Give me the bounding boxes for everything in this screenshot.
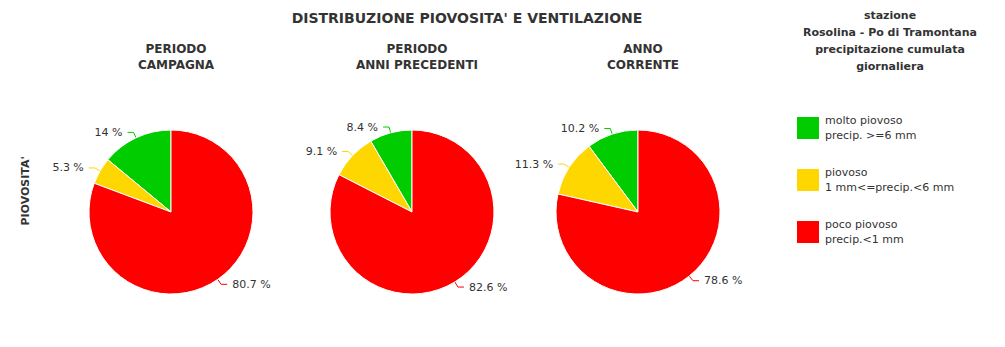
svg-text:Rosolina - Po di Tramontana: Rosolina - Po di Tramontana <box>803 26 977 39</box>
svg-text:ANNI PRECEDENTI: ANNI PRECEDENTI <box>356 58 478 72</box>
svg-text:DISTRIBUZIONE PIOVOSITA' E VEN: DISTRIBUZIONE PIOVOSITA' E VENTILAZIONE <box>292 10 643 26</box>
svg-text:9.1 %: 9.1 % <box>306 145 337 158</box>
svg-text:poco piovoso: poco piovoso <box>825 218 898 231</box>
svg-text:PIOVOSITA': PIOVOSITA' <box>19 156 32 225</box>
svg-text:giornaliera: giornaliera <box>856 60 924 73</box>
svg-text:14 %: 14 % <box>95 126 123 139</box>
svg-text:piovoso: piovoso <box>825 166 868 179</box>
svg-text:8.4 %: 8.4 % <box>347 121 378 134</box>
svg-text:10.2 %: 10.2 % <box>561 122 599 135</box>
svg-text:82.6 %: 82.6 % <box>469 281 507 294</box>
svg-text:ANNO: ANNO <box>623 42 663 56</box>
svg-text:PERIODO: PERIODO <box>386 42 447 56</box>
svg-text:precipitazione cumulata: precipitazione cumulata <box>815 43 965 56</box>
svg-text:11.3 %: 11.3 % <box>515 158 553 171</box>
svg-text:78.6 %: 78.6 % <box>704 274 742 287</box>
svg-text:CORRENTE: CORRENTE <box>607 58 679 72</box>
svg-text:stazione: stazione <box>864 9 916 22</box>
svg-text:5.3 %: 5.3 % <box>52 161 83 174</box>
svg-text:precip.<1 mm: precip.<1 mm <box>825 233 904 246</box>
svg-text:80.7 %: 80.7 % <box>232 278 270 291</box>
svg-text:precip. >=6 mm: precip. >=6 mm <box>825 129 916 142</box>
svg-text:1 mm<=precip.<6 mm: 1 mm<=precip.<6 mm <box>825 181 954 194</box>
svg-text:molto piovoso: molto piovoso <box>825 114 903 127</box>
svg-text:PERIODO: PERIODO <box>145 42 206 56</box>
svg-text:CAMPAGNA: CAMPAGNA <box>138 58 215 72</box>
